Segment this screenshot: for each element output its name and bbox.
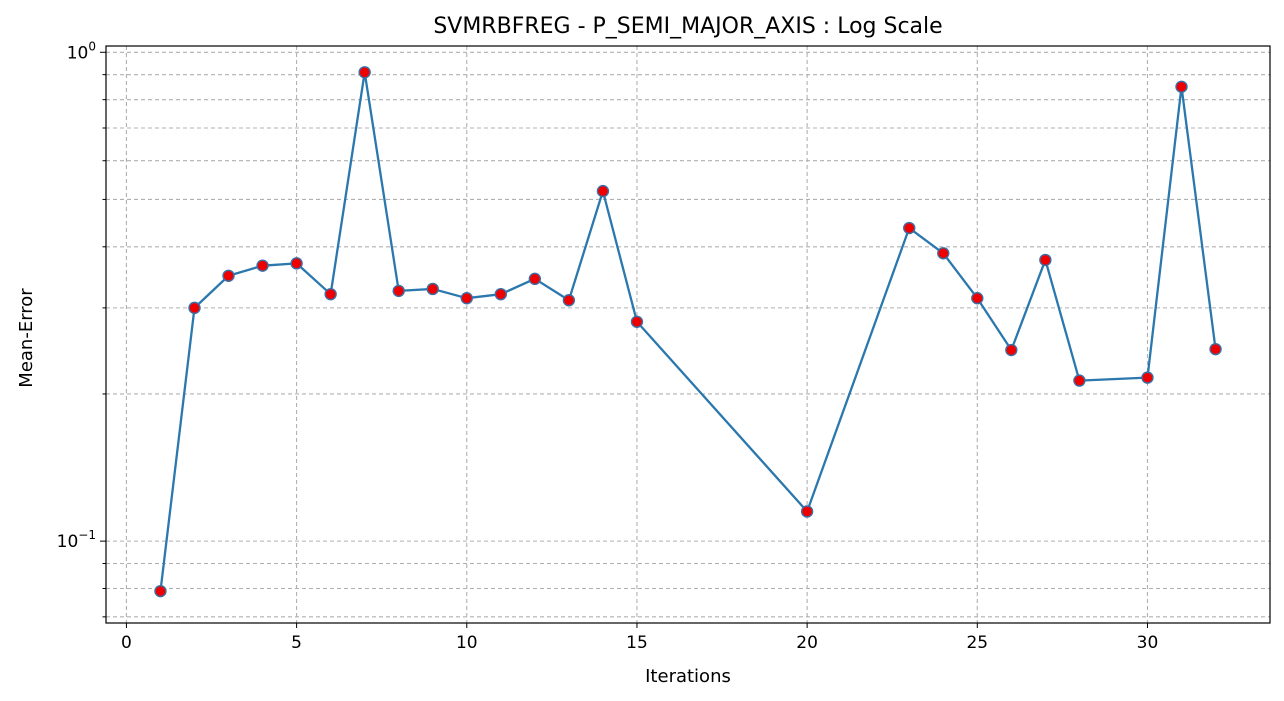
data-point <box>903 221 916 235</box>
x-axis-label: Iterations <box>645 666 731 687</box>
data-point <box>937 247 950 260</box>
data-point <box>460 291 473 305</box>
x-tick-label: 25 <box>966 633 988 653</box>
chart-title: SVMRBFREG - P_SEMI_MAJOR_AXIS : Log Scal… <box>433 14 942 39</box>
x-tick-label: 10 <box>456 633 478 653</box>
grid <box>106 46 1270 623</box>
data-point <box>1175 80 1188 93</box>
data-point <box>358 66 371 79</box>
data-point <box>562 294 576 307</box>
data-point <box>494 287 508 301</box>
x-tick-label: 15 <box>626 633 648 653</box>
data-point <box>1209 342 1222 356</box>
data-point <box>256 259 269 272</box>
data-point <box>596 184 610 198</box>
y-axis-ticks: 10−1 100 <box>57 39 106 618</box>
data-point <box>290 257 303 270</box>
plot-area-frame <box>105 45 1271 624</box>
x-tick-label: 0 <box>121 633 132 653</box>
marker-layer <box>154 66 1222 598</box>
data-point <box>154 584 167 598</box>
data-point <box>1073 374 1086 387</box>
data-point <box>800 505 814 518</box>
data-point <box>528 272 542 286</box>
data-point <box>1005 343 1018 357</box>
data-point <box>188 301 201 315</box>
data-point <box>392 284 405 298</box>
data-point <box>222 269 235 282</box>
y-tick-label: 10−1 <box>57 528 96 552</box>
y-axis-label: Mean-Error <box>16 288 37 388</box>
data-point <box>324 287 337 301</box>
data-point <box>426 282 439 296</box>
x-tick-label: 20 <box>796 633 818 653</box>
data-point <box>1141 371 1154 384</box>
y-tick-label: 100 <box>67 39 96 63</box>
x-tick-label: 5 <box>291 633 302 653</box>
data-point <box>971 291 984 305</box>
x-tick-label: 30 <box>1137 633 1159 653</box>
data-point <box>630 315 644 328</box>
x-axis-ticks: 0 5 10 15 20 25 30 <box>121 623 1158 653</box>
data-point <box>1039 253 1052 267</box>
